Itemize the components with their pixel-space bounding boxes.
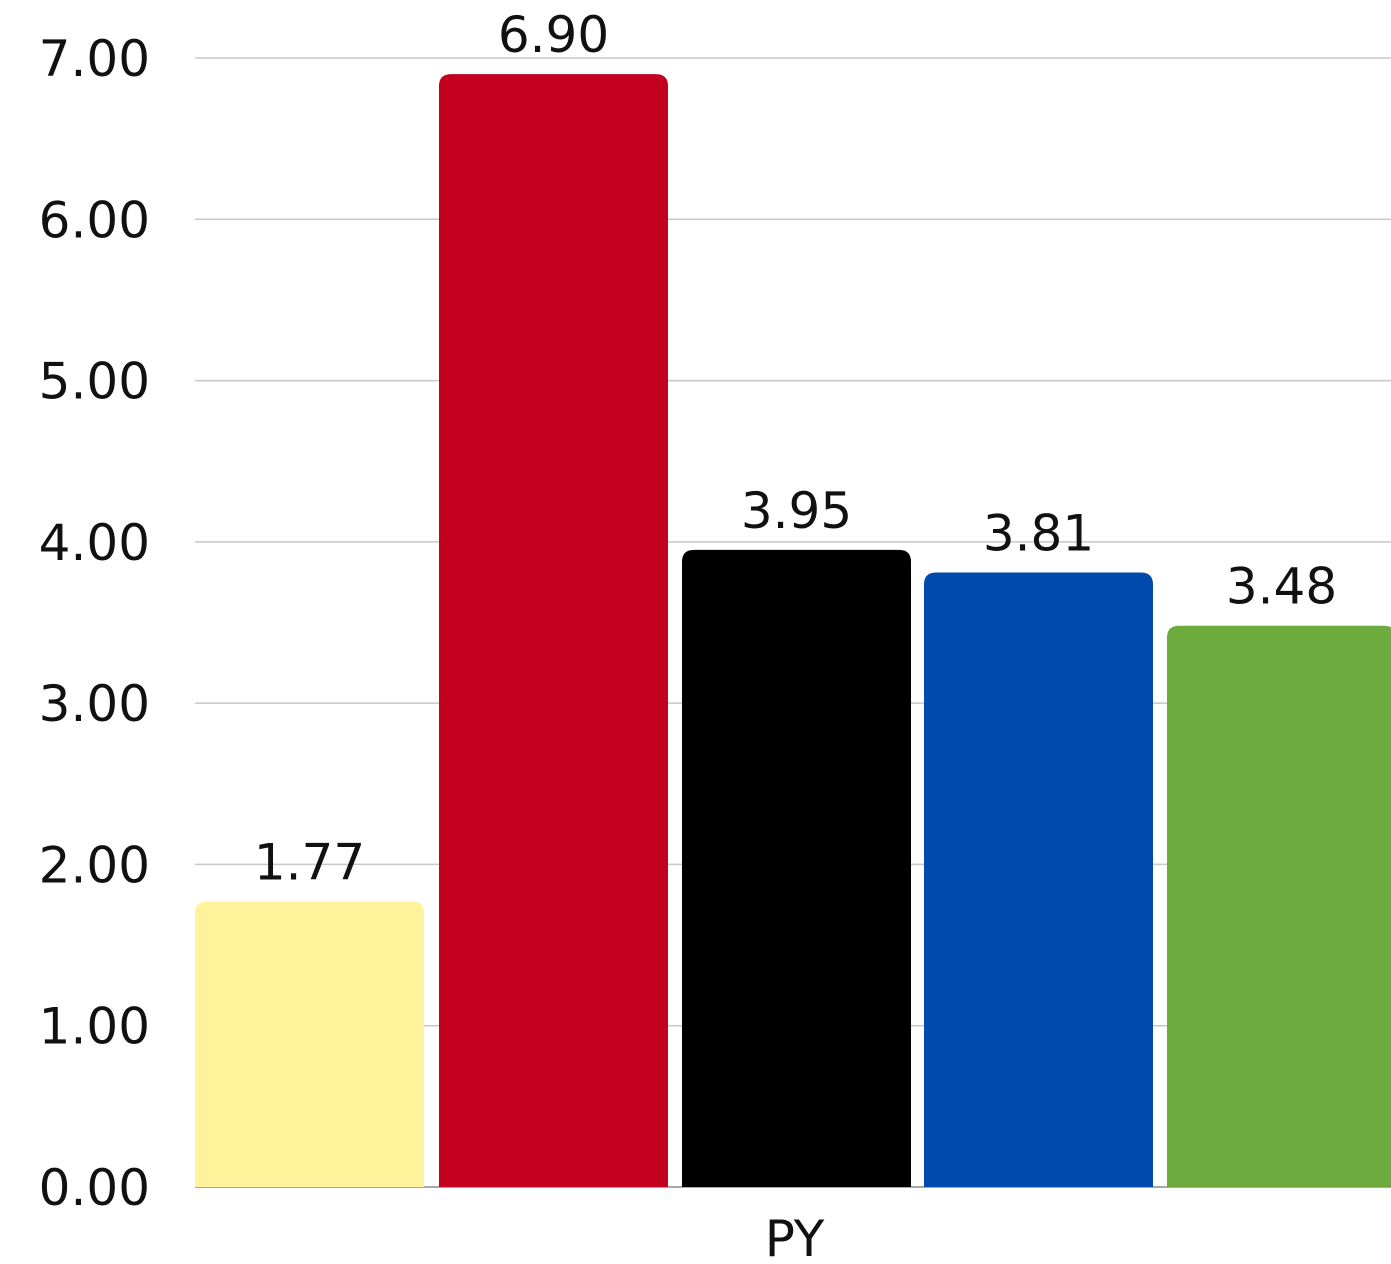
x-category-label: PY xyxy=(765,1210,825,1264)
y-axis-tick-labels: 0.00 1.00 2.00 3.00 4.00 5.00 6.00 7.00 xyxy=(39,30,150,1217)
y-tick-label: 7.00 xyxy=(39,30,150,88)
bar xyxy=(195,901,424,1187)
data-label: 3.95 xyxy=(741,482,852,540)
data-label: 3.48 xyxy=(1226,558,1337,616)
data-labels: 1.77 6.90 3.95 3.81 3.48 xyxy=(254,6,1337,891)
y-tick-label: 4.00 xyxy=(39,514,150,572)
data-label: 6.90 xyxy=(498,6,609,64)
y-tick-label: 0.00 xyxy=(39,1159,150,1217)
data-label: 1.77 xyxy=(254,834,365,892)
y-tick-label: 3.00 xyxy=(39,675,150,733)
bar xyxy=(682,549,911,1187)
x-axis-category-labels: PY xyxy=(765,1210,825,1264)
bar xyxy=(1167,625,1391,1187)
y-tick-label: 6.00 xyxy=(39,191,150,249)
bars xyxy=(195,74,1391,1188)
y-tick-label: 2.00 xyxy=(39,836,150,894)
data-label: 3.81 xyxy=(983,505,1094,563)
y-tick-label: 5.00 xyxy=(39,353,150,411)
bar xyxy=(924,572,1153,1187)
bar xyxy=(439,74,668,1188)
y-tick-label: 1.00 xyxy=(39,998,150,1056)
